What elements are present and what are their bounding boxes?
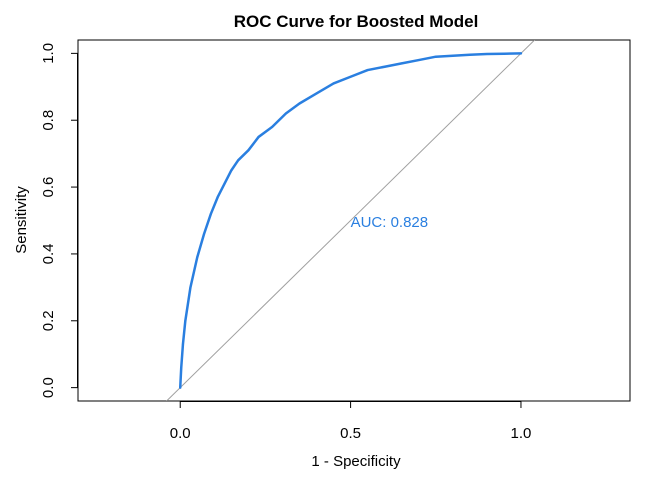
y-tick-label: 0.4 [40,243,57,264]
roc-point [434,55,437,58]
roc-point [332,82,335,85]
y-tick-label: 0.2 [40,310,57,331]
roc-point [223,182,226,185]
roc-point [349,75,352,78]
y-axis-label: Sensitivity [13,186,30,254]
x-axis: 0.0 0.5 1.0 [170,401,532,442]
x-axis-label: 1 - Specificity [311,453,401,470]
roc-point [271,125,274,128]
plot-area [166,40,535,401]
roc-point [237,159,240,162]
roc-curve-points [179,52,522,389]
auc-annotation: AUC: 0.828 [351,214,429,231]
roc-point [519,52,522,55]
y-tick-label: 0.6 [40,177,57,198]
roc-point [179,386,182,389]
roc-point [417,59,420,62]
roc-point [257,135,260,138]
roc-point [216,196,219,199]
chart-title: ROC Curve for Boosted Model [234,12,479,31]
x-tick-label: 0.0 [170,425,191,442]
roc-point [366,69,369,72]
y-tick-label: 0.8 [40,110,57,131]
reference-diagonal-line [166,40,535,401]
y-axis: 0.0 0.2 0.4 0.6 0.8 1.0 [40,43,78,398]
roc-point [196,256,199,259]
roc-point [180,366,183,369]
y-tick-label: 0.0 [40,377,57,398]
roc-point [400,62,403,65]
roc-point [181,343,184,346]
roc-point [485,53,488,56]
roc-point [247,149,250,152]
x-tick-label: 1.0 [511,425,532,442]
roc-point [468,53,471,56]
roc-point [315,92,318,95]
roc-point [189,286,192,289]
roc-point [230,169,233,172]
x-tick-label: 0.5 [340,425,361,442]
roc-point [209,212,212,215]
roc-curve-line [178,52,523,389]
y-tick-label: 1.0 [40,43,57,64]
roc-point [451,54,454,57]
roc-point [203,232,206,235]
roc-point [184,319,187,322]
roc-point [383,65,386,68]
roc-point [298,102,301,105]
roc-point [284,112,287,115]
roc-point [502,52,505,55]
